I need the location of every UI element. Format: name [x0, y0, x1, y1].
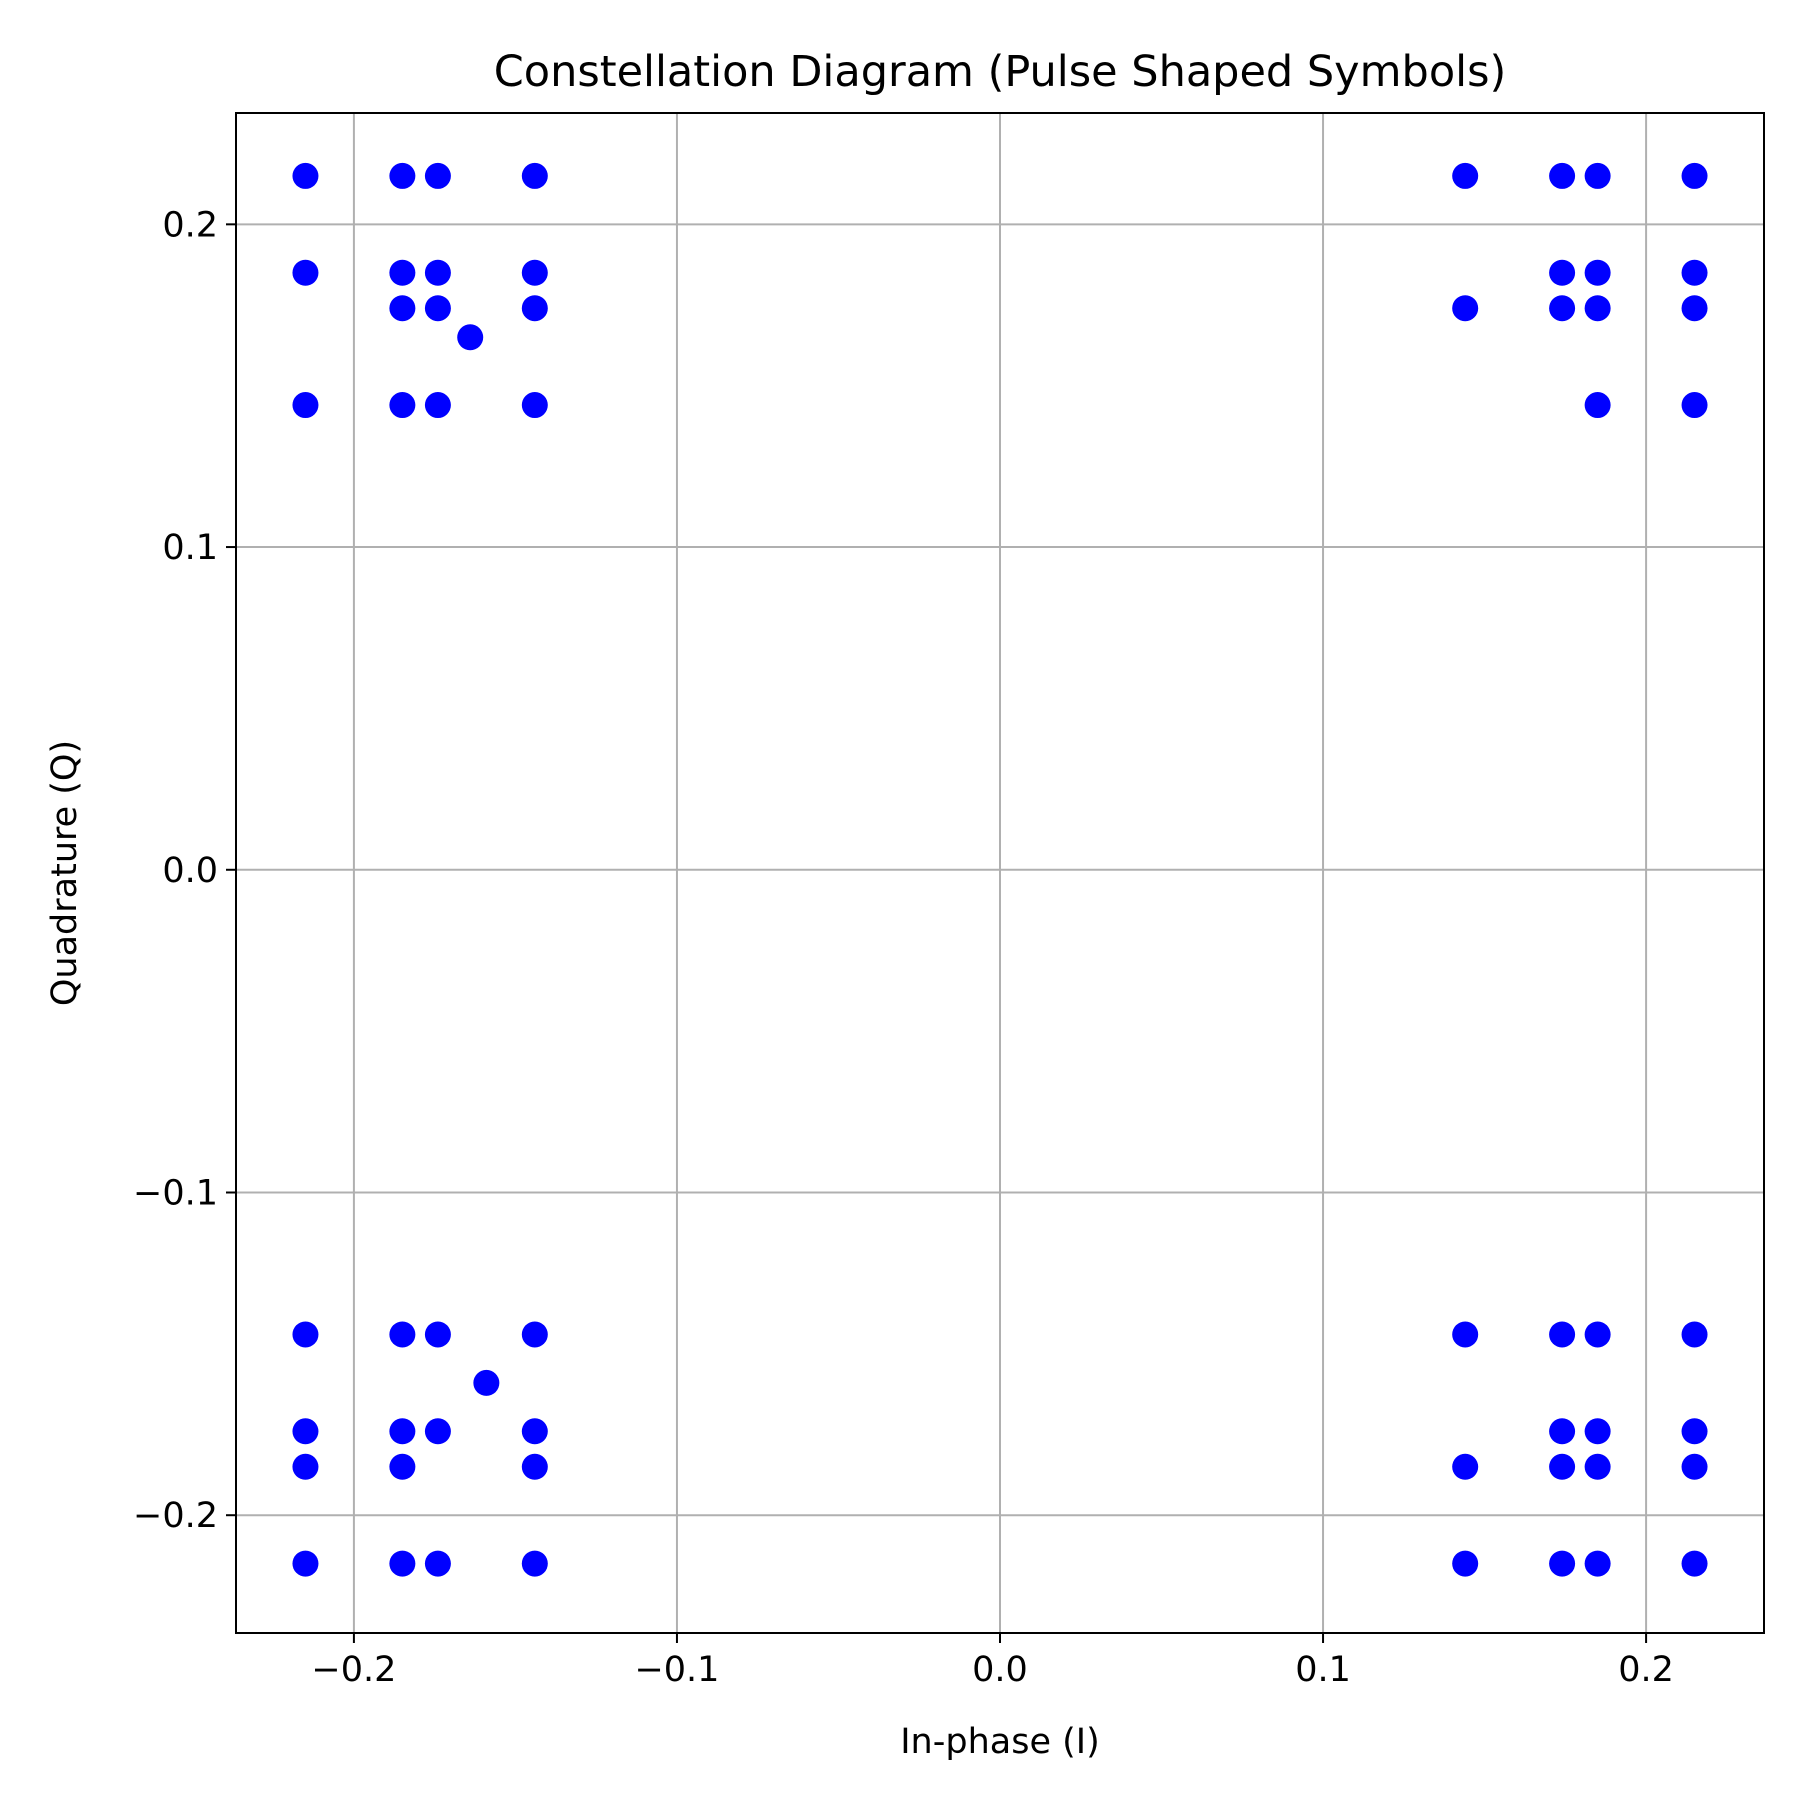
data-point: [389, 1418, 416, 1445]
data-point: [1549, 162, 1576, 189]
data-point: [424, 1550, 451, 1577]
data-point: [1584, 1550, 1611, 1577]
x-tick-label: −0.1: [634, 1650, 719, 1690]
data-point: [1584, 259, 1611, 286]
y-tick-label: 0.2: [162, 205, 218, 245]
data-point: [292, 1418, 319, 1445]
data-point: [1549, 295, 1576, 322]
data-point: [1452, 1550, 1479, 1577]
data-point: [1549, 1321, 1576, 1348]
data-point: [1681, 1550, 1708, 1577]
data-point: [521, 162, 548, 189]
x-axis-label: In-phase (I): [900, 1722, 1100, 1762]
data-point: [389, 392, 416, 419]
data-point: [1681, 1418, 1708, 1445]
data-point: [1584, 1418, 1611, 1445]
y-tick-label: −0.2: [133, 1496, 218, 1536]
data-point: [1681, 1453, 1708, 1480]
data-point: [389, 162, 416, 189]
data-point: [389, 295, 416, 322]
data-point: [389, 1550, 416, 1577]
x-tick-label: −0.2: [311, 1650, 396, 1690]
data-point: [292, 1321, 319, 1348]
data-point: [521, 1321, 548, 1348]
data-point: [1584, 1321, 1611, 1348]
data-point: [1681, 1321, 1708, 1348]
data-point: [1584, 295, 1611, 322]
data-point: [1549, 1550, 1576, 1577]
data-point: [521, 295, 548, 322]
data-point: [1681, 392, 1708, 419]
data-point: [424, 295, 451, 322]
x-tick-label: 0.0: [972, 1650, 1028, 1690]
data-point: [424, 1321, 451, 1348]
data-point: [292, 1453, 319, 1480]
data-point: [1681, 162, 1708, 189]
data-points-layer: [292, 162, 1708, 1577]
data-point: [424, 162, 451, 189]
y-tick-label: 0.1: [162, 528, 218, 568]
data-point: [292, 392, 319, 419]
data-point: [389, 1453, 416, 1480]
data-point: [389, 259, 416, 286]
data-point: [292, 259, 319, 286]
x-tick-label: 0.2: [1618, 1650, 1674, 1690]
y-axis-label: Quadrature (Q): [45, 740, 85, 1006]
data-point: [1452, 1321, 1479, 1348]
data-point: [1584, 162, 1611, 189]
data-point: [521, 1550, 548, 1577]
data-point: [424, 259, 451, 286]
data-point: [521, 1453, 548, 1480]
grid-layer: [236, 113, 1764, 1633]
data-point: [1681, 259, 1708, 286]
chart-title: Constellation Diagram (Pulse Shaped Symb…: [494, 47, 1507, 97]
data-point: [521, 259, 548, 286]
data-point: [1549, 259, 1576, 286]
data-point: [521, 1418, 548, 1445]
data-point: [424, 1418, 451, 1445]
data-point: [1549, 1418, 1576, 1445]
data-point: [389, 1321, 416, 1348]
ticks-layer: −0.2 −0.1 0.0 0.1 0.2 −0.2 −0.1 0.0 0.1 0.2: [133, 205, 1674, 1690]
y-tick-label: 0.0: [162, 851, 218, 891]
data-point: [457, 324, 484, 351]
x-tick-label: 0.1: [1295, 1650, 1351, 1690]
data-point: [1452, 295, 1479, 322]
data-point: [1584, 1453, 1611, 1480]
data-point: [521, 392, 548, 419]
data-point: [473, 1369, 500, 1396]
data-point: [1452, 162, 1479, 189]
data-point: [1452, 1453, 1479, 1480]
data-point: [1584, 392, 1611, 419]
y-tick-label: −0.1: [133, 1173, 218, 1213]
data-point: [292, 162, 319, 189]
data-point: [1681, 295, 1708, 322]
data-point: [292, 1550, 319, 1577]
data-point: [424, 392, 451, 419]
data-point: [1549, 1453, 1576, 1480]
